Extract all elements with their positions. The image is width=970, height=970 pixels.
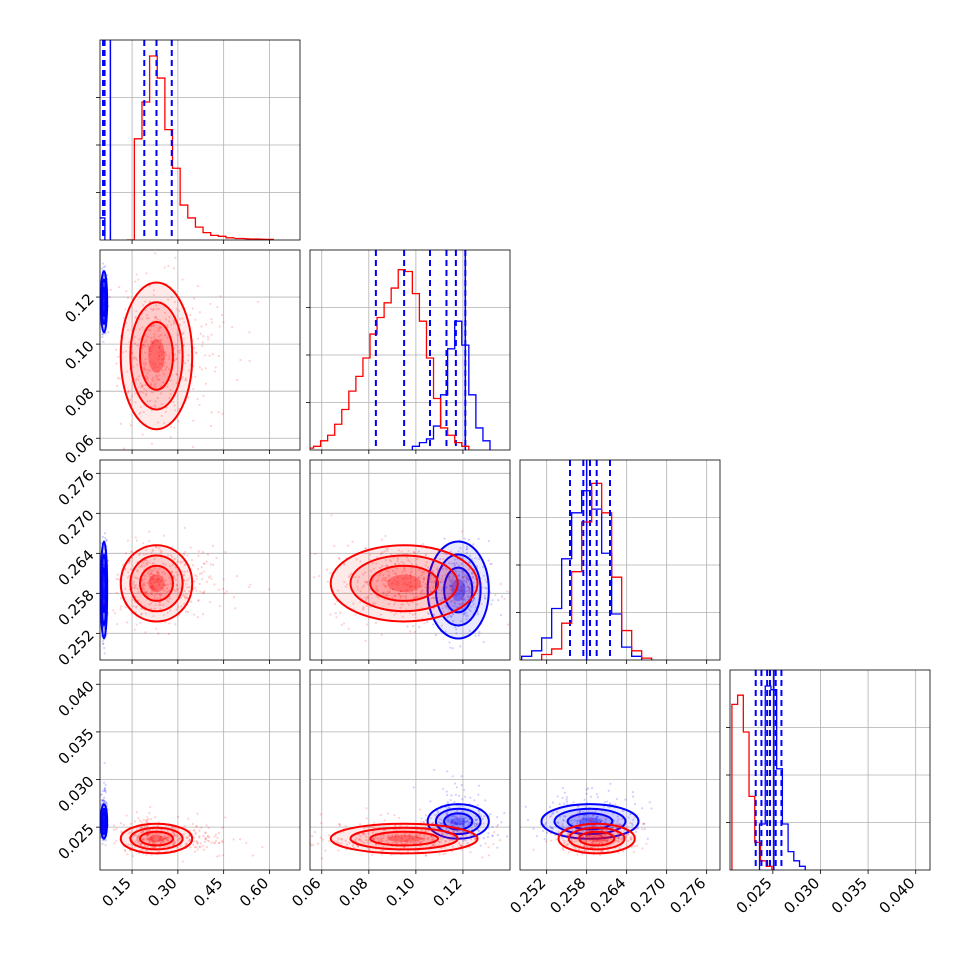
contour-red: [148, 574, 165, 593]
contour-blue: [103, 578, 105, 602]
hist-panel: [516, 459, 721, 664]
contour-red: [129, 301, 184, 411]
y-tick-label: 0.025: [55, 820, 98, 863]
x-tick-label: 0.276: [666, 874, 709, 917]
contour-red: [567, 826, 626, 851]
contour-red: [139, 564, 174, 602]
contour-red: [587, 835, 606, 842]
y-tick-label: 0.030: [55, 772, 98, 815]
x-tick-label: 0.10: [382, 874, 418, 910]
panel-frame: [309, 249, 511, 451]
x-tick-label: 0.040: [875, 874, 918, 917]
contour-blue: [103, 817, 105, 826]
histogram-red: [731, 694, 773, 870]
histogram-red: [310, 269, 470, 450]
contour-red: [387, 574, 422, 593]
x-tick-label: 0.035: [828, 874, 871, 917]
panel-frame: [99, 459, 301, 661]
scatter-panel: [96, 669, 301, 874]
y-tick-label: 0.06: [61, 431, 97, 467]
contour-blue: [434, 807, 482, 836]
contour-red: [369, 564, 439, 602]
panel-frame: [519, 459, 721, 661]
panel-frame: [729, 669, 931, 871]
hist-panel: [726, 669, 931, 874]
x-tick-label: 0.025: [733, 874, 776, 917]
x-tick-label: 0.030: [780, 874, 823, 917]
panel-frame: [99, 669, 301, 871]
panel-frame: [519, 669, 721, 871]
contour-blue: [101, 286, 107, 317]
contour-red: [129, 826, 184, 851]
contour-blue: [101, 566, 107, 614]
contour-red: [139, 830, 174, 847]
panel-frame: [99, 249, 301, 451]
x-tick-label: 0.258: [546, 874, 589, 917]
y-tick-label: 0.08: [61, 384, 97, 420]
x-tick-label: 0.60: [236, 874, 272, 910]
histogram-blue: [521, 490, 643, 660]
contour-red: [387, 835, 422, 842]
scatter-panel: [309, 459, 511, 664]
contour-red: [349, 554, 459, 613]
x-tick-label: 0.12: [429, 874, 465, 910]
y-tick-label: 0.040: [55, 677, 98, 720]
contour-blue: [443, 566, 474, 614]
panel-frame: [99, 39, 301, 241]
y-tick-label: 0.10: [61, 337, 97, 373]
contour-red: [369, 830, 439, 847]
contour-red: [148, 835, 165, 842]
histogram-blue: [758, 685, 806, 870]
panel-frame: [309, 459, 511, 661]
scatter-panel: [96, 249, 301, 454]
x-tick-label: 0.252: [506, 874, 549, 917]
y-tick-label: 0.12: [61, 290, 97, 326]
hist-panel: [306, 249, 511, 454]
y-tick-label: 0.252: [55, 626, 98, 669]
contour-red: [119, 281, 194, 431]
x-tick-label: 0.15: [99, 874, 135, 910]
contour-red: [129, 554, 184, 613]
contour-red: [578, 830, 616, 847]
histogram-blue: [411, 320, 491, 450]
scatter-panel: [309, 669, 511, 874]
y-tick-label: 0.264: [55, 546, 98, 589]
panel-frame: [309, 669, 511, 871]
x-tick-label: 0.08: [335, 874, 371, 910]
scatter-panel: [519, 669, 721, 874]
contour-red: [329, 544, 479, 623]
contour-red: [139, 321, 174, 391]
y-tick-label: 0.270: [55, 506, 98, 549]
x-tick-label: 0.06: [288, 874, 324, 910]
histogram-red: [126, 55, 274, 240]
contour-blue: [101, 812, 107, 831]
scatter-points-red: [310, 807, 501, 860]
scatter-panel: [96, 459, 301, 664]
contour-blue: [451, 817, 466, 826]
y-tick-label: 0.276: [55, 466, 98, 509]
contour-blue: [451, 578, 466, 602]
x-tick-label: 0.45: [190, 874, 226, 910]
hist-panel: [96, 39, 301, 244]
scatter-points-red: [312, 514, 510, 642]
x-tick-label: 0.270: [626, 874, 669, 917]
y-tick-label: 0.035: [55, 725, 98, 768]
contour-red: [349, 826, 459, 851]
x-tick-label: 0.264: [586, 874, 629, 917]
y-tick-label: 0.258: [55, 586, 98, 629]
histogram-blue: [100, 217, 106, 240]
x-tick-label: 0.30: [144, 874, 180, 910]
contour-red: [148, 338, 165, 373]
contour-blue: [103, 294, 105, 309]
